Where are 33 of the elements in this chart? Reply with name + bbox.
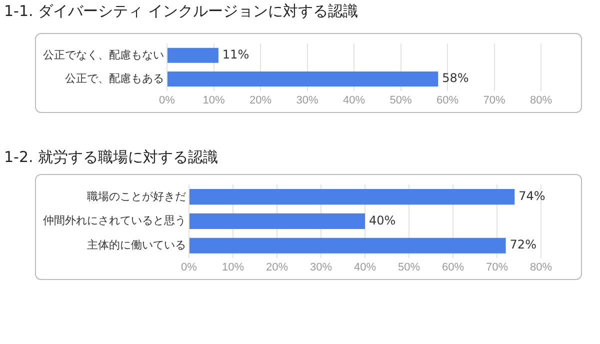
x-tick-label: 20%: [266, 261, 288, 274]
y-tick-label: 職場のことが好きだ: [87, 190, 186, 203]
data-label: 72%: [510, 238, 536, 252]
x-tick-label: 80%: [530, 94, 552, 106]
data-label: 11%: [222, 48, 250, 62]
bar: [190, 238, 506, 254]
x-tick-label: 10%: [202, 94, 225, 106]
x-tick-label: 70%: [486, 261, 508, 274]
x-tick-label: 0%: [159, 94, 176, 106]
x-tick-label: 50%: [390, 94, 412, 106]
x-tick-label: 70%: [483, 94, 506, 106]
x-tick-label: 10%: [222, 261, 244, 274]
bar: [190, 189, 515, 205]
x-tick-label: 20%: [249, 94, 272, 106]
y-tick-label: 仲間外れにされていると思う: [43, 215, 186, 228]
chart-title: 1-1. ダイバーシティ インクルージョンに対する認識: [4, 2, 358, 21]
x-tick-label: 0%: [181, 261, 198, 274]
x-tick-label: 60%: [436, 94, 459, 106]
data-label: 74%: [518, 188, 546, 203]
x-tick-label: 60%: [442, 261, 464, 274]
x-tick-label: 30%: [296, 94, 318, 106]
x-tick-label: 30%: [310, 261, 332, 274]
x-tick-label: 40%: [342, 94, 366, 106]
y-tick-label: 主体的に働いている: [87, 238, 186, 252]
data-label: 58%: [442, 71, 469, 86]
data-label: 40%: [369, 213, 396, 228]
y-tick-label: 公正でなく、配慮もない: [43, 48, 164, 62]
bar: [190, 213, 365, 229]
chart-title: 1-2. 就労する職場に対する認識: [4, 148, 218, 167]
x-tick-label: 80%: [530, 261, 552, 274]
y-tick-label: 公正で、配慮もある: [65, 72, 164, 86]
x-tick-label: 50%: [398, 261, 420, 274]
x-tick-label: 40%: [354, 261, 376, 274]
